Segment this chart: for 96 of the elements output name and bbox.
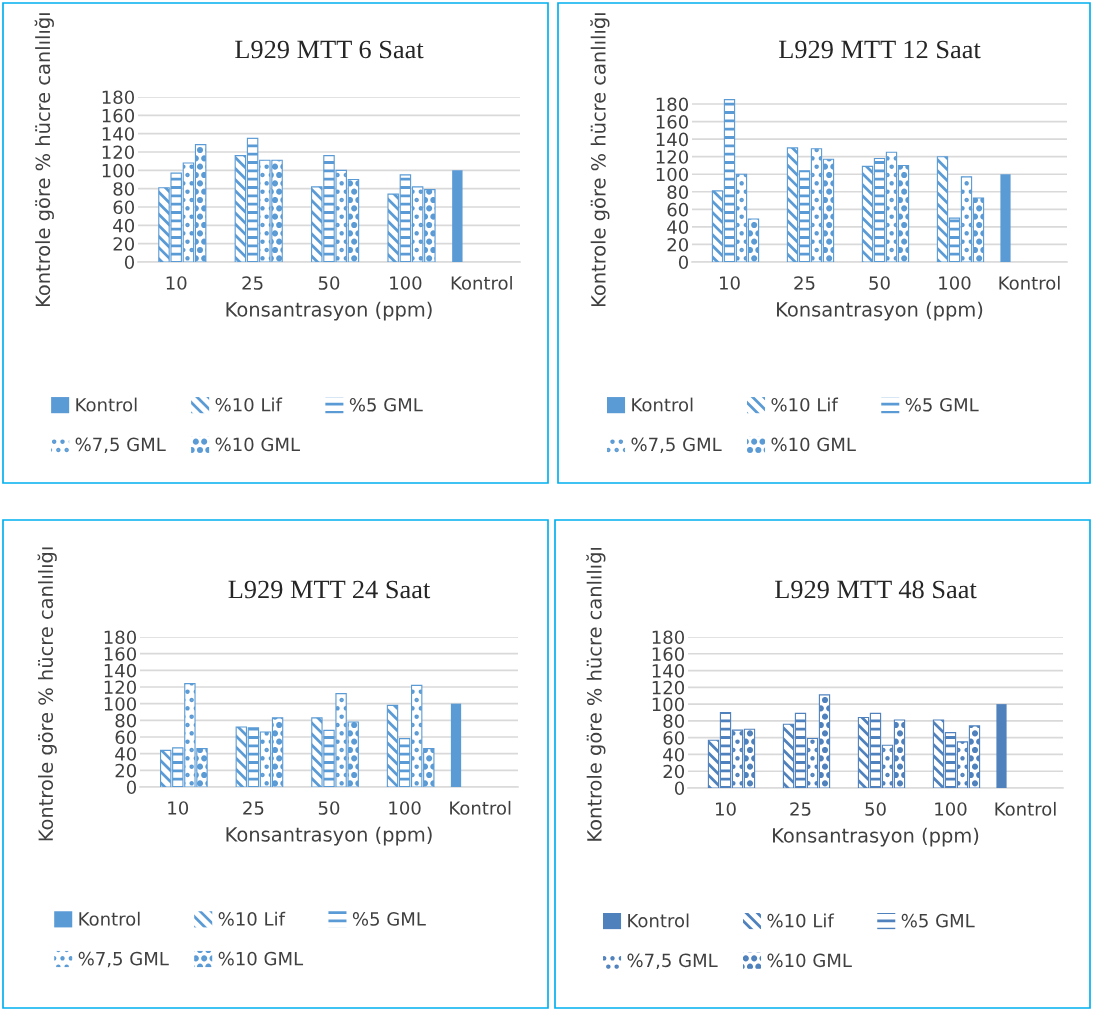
legend-label: %10 GML xyxy=(218,951,304,966)
y-tick-label: 20 xyxy=(667,237,689,252)
y-axis-title: Kontrole göre % hücre canlılığı xyxy=(37,547,57,841)
x-tick-label: 50 xyxy=(318,801,340,815)
chart-title: L929 MTT 12 Saat xyxy=(778,40,981,59)
y-tick-label: 160 xyxy=(656,115,689,129)
y-tick-label: 120 xyxy=(656,150,689,164)
y-tick-label: 120 xyxy=(102,145,135,160)
y-tick-label: 0 xyxy=(126,780,137,795)
y-tick-label: 80 xyxy=(113,182,135,196)
legend-label: %10 GML xyxy=(215,437,300,452)
bar xyxy=(450,703,462,787)
legend-label: %7,5 GML xyxy=(78,951,169,968)
legend-label: %10 Lif xyxy=(771,397,839,412)
chart-title: L929 MTT 6 Saat xyxy=(235,40,424,59)
y-tick-label: 180 xyxy=(102,90,135,105)
x-tick-label: 10 xyxy=(716,802,736,816)
legend-label: %5 GML xyxy=(901,913,975,928)
legend-label: %5 GML xyxy=(349,397,423,412)
y-tick-label: 20 xyxy=(663,764,685,779)
x-tick-label: 10 xyxy=(720,276,740,290)
x-tick-label: 100 xyxy=(390,276,422,290)
y-axis-title: Kontrole göre % hücre canlılığı xyxy=(590,13,610,307)
x-tick-label: 10 xyxy=(166,276,187,290)
x-tick-label: 10 xyxy=(168,801,189,815)
y-tick-label: 20 xyxy=(113,237,135,251)
y-tick-label: 180 xyxy=(656,97,689,112)
y-tick-label: 0 xyxy=(678,255,689,270)
y-tick-label: 60 xyxy=(667,202,689,217)
y-tick-label: 100 xyxy=(656,167,689,182)
legend-label: %7,5 GML xyxy=(631,437,722,454)
bar xyxy=(996,704,1007,788)
y-tick-label: 20 xyxy=(115,763,137,778)
legend-label: %10 Lif xyxy=(215,397,283,412)
chart-title: L929 MTT 24 Saat xyxy=(228,580,431,599)
y-tick-label: 120 xyxy=(652,680,685,695)
legend-label: %5 GML xyxy=(905,397,979,412)
x-axis-title: Konsantrasyon (ppm) xyxy=(226,826,432,846)
x-tick-label: 100 xyxy=(935,802,967,816)
legend-label: %5 GML xyxy=(352,912,426,926)
y-tick-label: 160 xyxy=(104,647,137,661)
x-tick-label: Kontrol xyxy=(999,275,1060,290)
x-tick-label: 25 xyxy=(794,276,815,290)
y-tick-label: 40 xyxy=(115,747,137,761)
x-tick-label: 50 xyxy=(318,276,340,290)
y-tick-label: 60 xyxy=(115,730,137,745)
y-tick-label: 180 xyxy=(652,630,685,645)
legend-label: Kontrol xyxy=(76,397,137,412)
x-axis-title: Konsantrasyon (ppm) xyxy=(777,301,983,321)
y-tick-label: 40 xyxy=(667,220,689,235)
y-tick-label: 180 xyxy=(104,630,137,645)
legend-label: Kontrol xyxy=(632,397,693,412)
y-axis-title: Kontrole göre % hücre canlılığı xyxy=(34,13,54,307)
x-tick-label: 100 xyxy=(939,276,971,290)
legend-label: %10 Lif xyxy=(218,911,286,926)
y-tick-label: 100 xyxy=(102,163,135,178)
y-tick-label: 40 xyxy=(113,218,135,233)
y-tick-label: 120 xyxy=(104,680,137,695)
y-tick-label: 80 xyxy=(663,714,685,729)
y-tick-label: 140 xyxy=(104,663,137,678)
y-tick-label: 100 xyxy=(652,697,685,712)
legend-label: %10 Lif xyxy=(767,913,835,928)
legend-label: Kontrol xyxy=(79,911,140,926)
x-tick-label: 25 xyxy=(243,801,264,815)
chart-title: L929 MTT 48 Saat xyxy=(774,580,977,599)
x-tick-label: 50 xyxy=(869,276,890,290)
x-axis-title: Konsantrasyon (ppm) xyxy=(773,827,979,847)
bar xyxy=(452,170,463,262)
x-tick-label: 50 xyxy=(865,802,886,816)
y-axis-title: Kontrole göre % hücre canlılığı xyxy=(586,547,606,841)
legend-label: %7,5 GML xyxy=(627,953,718,970)
x-tick-label: 100 xyxy=(389,801,421,815)
y-tick-label: 40 xyxy=(663,747,685,762)
y-tick-label: 100 xyxy=(104,697,137,711)
y-tick-label: 80 xyxy=(115,713,137,728)
x-tick-label: 25 xyxy=(790,802,811,816)
y-tick-label: 140 xyxy=(652,664,685,678)
y-tick-label: 160 xyxy=(652,647,685,661)
x-axis-title: Konsantrasyon (ppm) xyxy=(226,301,432,321)
y-tick-label: 0 xyxy=(124,255,135,270)
legend-label: Kontrol xyxy=(628,913,689,928)
y-tick-label: 160 xyxy=(102,108,135,123)
legend-label: %7,5 GML xyxy=(75,437,166,454)
bar xyxy=(1000,174,1011,262)
y-tick-label: 0 xyxy=(674,781,685,796)
x-tick-label: Kontrol xyxy=(450,800,511,815)
x-tick-label: 25 xyxy=(242,276,263,290)
y-tick-label: 80 xyxy=(667,185,689,199)
legend-label: %10 GML xyxy=(767,953,852,968)
y-tick-label: 140 xyxy=(656,132,689,147)
legend-label: %10 GML xyxy=(771,437,856,452)
y-tick-label: 140 xyxy=(102,127,135,141)
x-tick-label: Kontrol xyxy=(451,275,512,290)
x-tick-label: Kontrol xyxy=(995,801,1056,816)
y-tick-label: 60 xyxy=(113,200,135,215)
y-tick-label: 60 xyxy=(663,731,685,745)
